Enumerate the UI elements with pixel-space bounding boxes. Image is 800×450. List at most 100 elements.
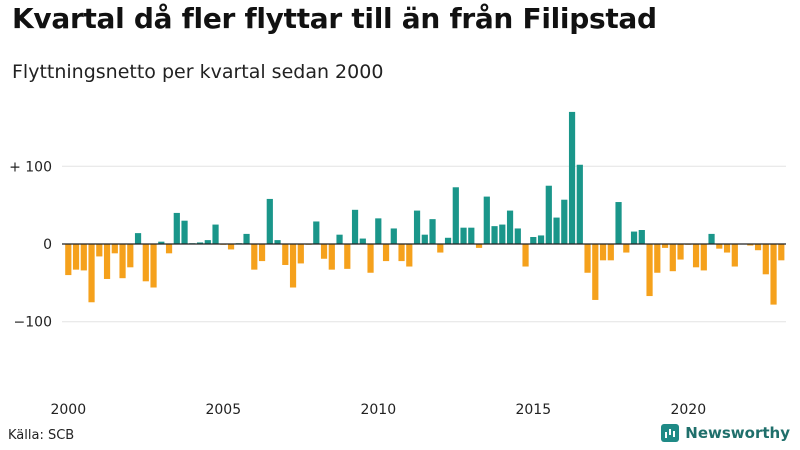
chart-title: Kvartal då fler flyttar till än från Fil… — [12, 2, 657, 35]
chart-subtitle: Flyttningsnetto per kvartal sedan 2000 — [12, 61, 384, 83]
bar — [584, 244, 591, 273]
bar — [142, 244, 149, 282]
bar — [103, 244, 111, 279]
bar — [282, 244, 289, 265]
bar — [506, 210, 514, 244]
bar — [289, 244, 297, 288]
bar — [173, 212, 180, 244]
bar — [561, 199, 568, 244]
bar — [243, 233, 250, 244]
bar — [599, 244, 607, 261]
bar — [88, 244, 95, 303]
bar — [452, 187, 459, 244]
y-tick-label: + 100 — [9, 159, 52, 175]
bar — [196, 242, 204, 244]
bar — [150, 244, 157, 288]
bar — [437, 244, 444, 253]
bar — [723, 244, 731, 253]
bar — [654, 244, 661, 273]
bar — [328, 244, 335, 270]
bar — [646, 244, 653, 297]
bar — [359, 238, 366, 244]
bar — [212, 224, 219, 244]
x-tick-label: 2010 — [360, 402, 396, 418]
bar — [576, 164, 583, 244]
y-tick-label: −100 — [14, 315, 52, 331]
bar — [165, 244, 173, 254]
bar — [692, 244, 700, 268]
bar — [677, 244, 684, 260]
bar — [460, 227, 467, 244]
bar — [390, 228, 397, 244]
bar — [444, 237, 452, 244]
bar — [483, 196, 490, 244]
bar — [716, 244, 723, 249]
x-tick-label: 2000 — [50, 402, 86, 418]
bar — [545, 185, 552, 244]
bar — [127, 244, 134, 268]
bar — [274, 240, 281, 245]
bar — [204, 240, 211, 245]
bar — [530, 237, 537, 244]
bar — [266, 198, 273, 244]
bar — [375, 218, 382, 244]
bar — [491, 226, 498, 244]
bar — [468, 227, 475, 244]
bar — [227, 244, 235, 250]
bar — [320, 244, 328, 259]
bar — [754, 244, 762, 251]
bar — [553, 217, 560, 244]
x-tick-label: 2005 — [205, 402, 241, 418]
bar — [344, 244, 351, 269]
bar — [351, 209, 359, 244]
bar — [406, 244, 413, 267]
bar — [661, 244, 669, 248]
bar — [731, 244, 738, 267]
bar — [421, 234, 428, 244]
bar — [336, 234, 343, 244]
bar — [111, 244, 118, 254]
brand-name: Newsworthy — [685, 424, 790, 442]
bar — [80, 244, 87, 271]
bar — [499, 224, 506, 244]
bar — [770, 244, 777, 305]
bar — [708, 233, 715, 244]
bar — [367, 244, 374, 273]
y-tick-label: 0 — [43, 237, 52, 253]
newsworthy-logo-icon — [661, 424, 680, 442]
bar — [382, 244, 390, 262]
bar — [158, 241, 165, 244]
bar — [607, 244, 614, 261]
bar — [96, 244, 103, 257]
bar — [615, 202, 622, 244]
bar — [258, 244, 266, 262]
bar — [251, 244, 258, 270]
x-tick-label: 2015 — [515, 402, 551, 418]
bar — [568, 111, 576, 244]
bar — [669, 244, 676, 272]
bar — [638, 230, 645, 244]
x-tick-label: 2020 — [670, 402, 706, 418]
bar — [778, 244, 785, 261]
bar — [700, 244, 707, 271]
bar — [65, 244, 72, 276]
bar — [537, 235, 545, 244]
bar — [429, 219, 436, 244]
brand[interactable]: Newsworthy — [661, 424, 790, 442]
bar — [313, 221, 320, 244]
bar — [522, 244, 529, 267]
bar — [592, 244, 599, 300]
bar — [514, 228, 521, 244]
bar — [630, 231, 638, 244]
bar — [398, 244, 405, 262]
bar — [413, 210, 421, 244]
bar — [747, 244, 754, 246]
bar — [134, 233, 142, 244]
bar — [623, 244, 630, 253]
bar — [181, 220, 188, 244]
source-label: Källa: SCB — [8, 428, 75, 443]
bar — [72, 244, 80, 270]
bar — [297, 244, 304, 264]
bar — [762, 244, 769, 275]
